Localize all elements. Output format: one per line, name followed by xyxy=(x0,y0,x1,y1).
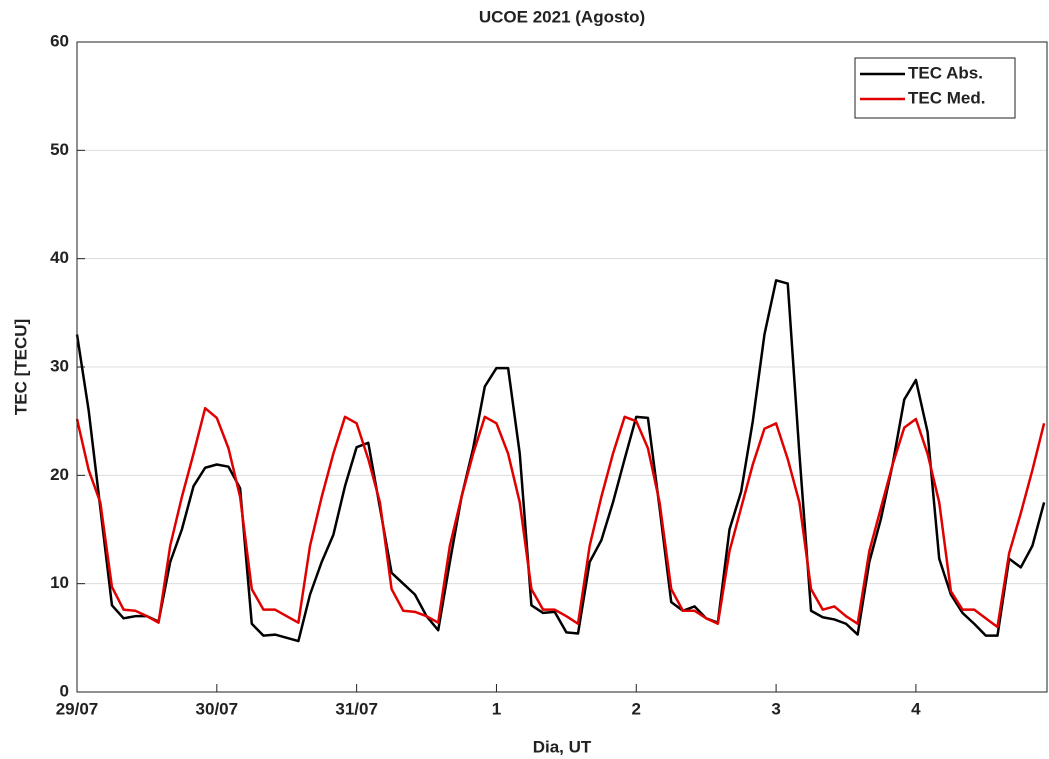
y-axis-label: TEC [TECU] xyxy=(11,319,30,415)
x-tick-label: 1 xyxy=(492,699,501,718)
x-axis-label: Dia, UT xyxy=(533,737,592,756)
x-tick-label: 2 xyxy=(632,699,641,718)
legend-label: TEC Med. xyxy=(908,88,985,107)
x-tick-label: 30/07 xyxy=(196,699,239,718)
data-line xyxy=(75,406,1046,629)
y-tick-label: 20 xyxy=(50,465,69,484)
x-tick-label: 31/07 xyxy=(335,699,378,718)
axes-box xyxy=(76,41,1048,693)
chart-title: UCOE 2021 (Agosto) xyxy=(479,7,645,26)
x-tick-label: 4 xyxy=(911,699,921,718)
y-tick-label: 30 xyxy=(50,356,69,375)
legend-box xyxy=(854,57,1016,119)
legend-label: TEC Abs. xyxy=(908,63,983,82)
y-tick-label: 60 xyxy=(50,31,69,50)
x-tick-label: 29/07 xyxy=(56,699,99,718)
y-tick-label: 10 xyxy=(50,573,69,592)
y-tick-label: 0 xyxy=(60,681,69,700)
x-tick-label: 3 xyxy=(771,699,780,718)
y-tick-label: 40 xyxy=(50,248,69,267)
y-tick-label: 50 xyxy=(50,140,69,159)
